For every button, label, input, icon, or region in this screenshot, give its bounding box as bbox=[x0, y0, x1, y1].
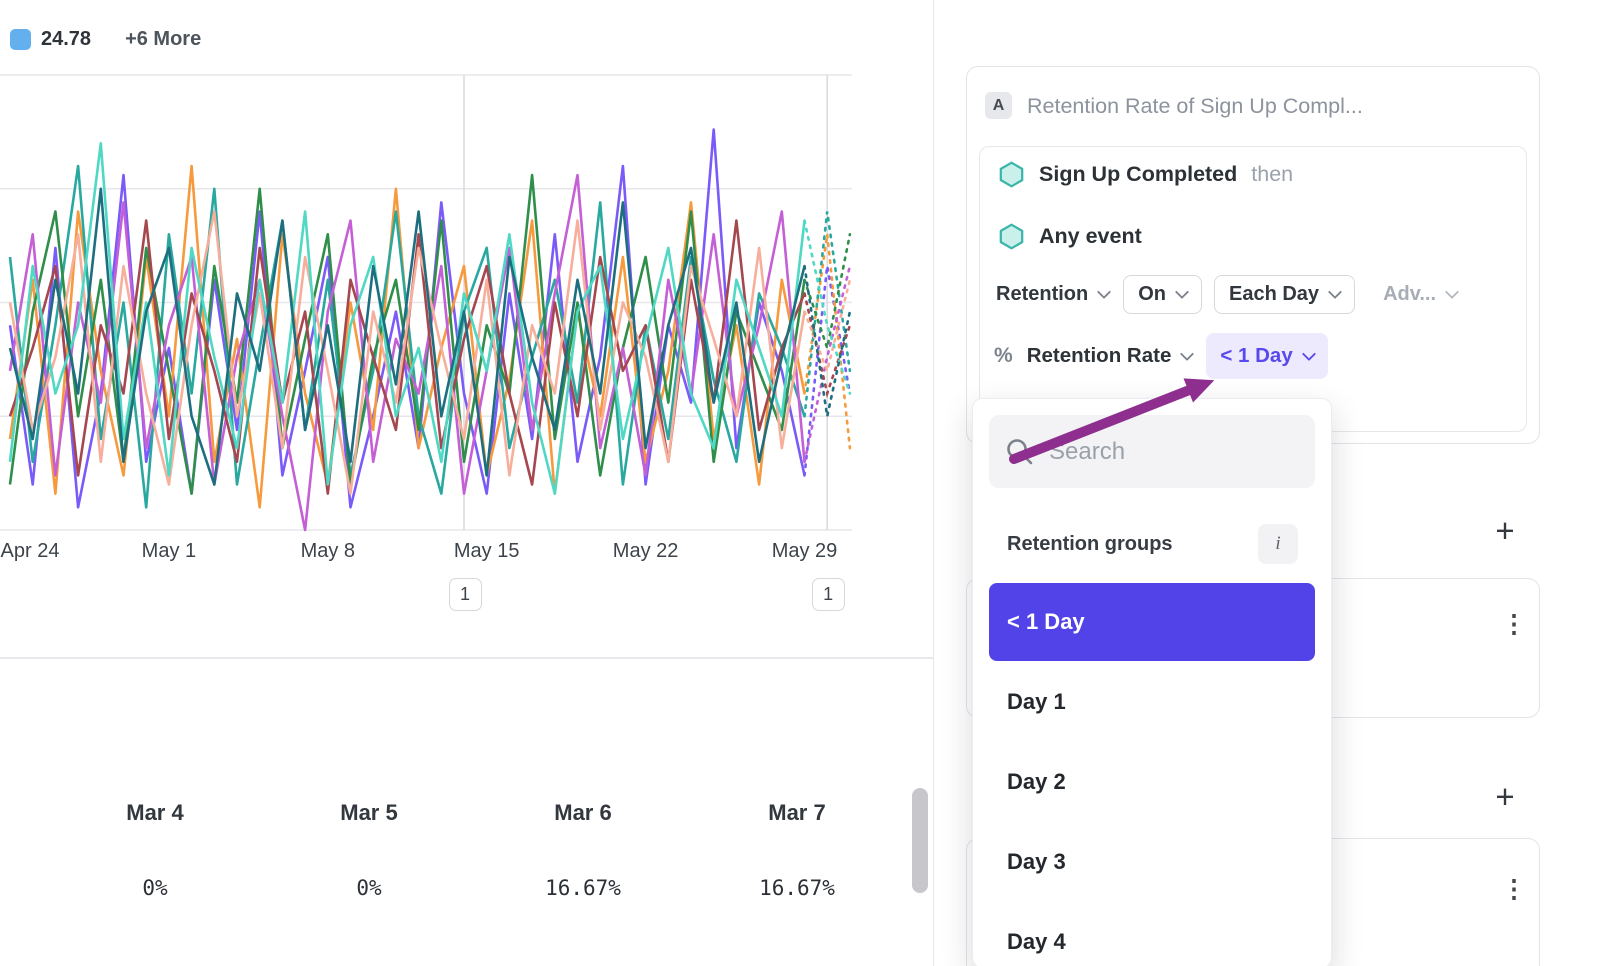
table-column: Mar 5 0% bbox=[262, 800, 476, 900]
retention-chart bbox=[0, 74, 852, 532]
retention-groups-label: Retention groups bbox=[1007, 532, 1173, 555]
retention-table: Mar 4 0% Mar 5 0% Mar 6 16.67% Mar 7 16.67% bbox=[48, 800, 904, 900]
dropdown-label: Retention Rate bbox=[1026, 344, 1172, 367]
event-hexagon-icon bbox=[999, 161, 1024, 188]
metric-dropdown[interactable]: Retention Rate bbox=[1026, 344, 1195, 368]
event-name[interactable]: Sign Up Completed bbox=[1039, 162, 1238, 186]
metric-title: Retention Rate of Sign Up Compl... bbox=[1027, 94, 1363, 118]
chart-line-projected bbox=[803, 264, 852, 417]
return-event-row[interactable]: Any event bbox=[998, 223, 1142, 250]
add-card-button[interactable]: + bbox=[1488, 513, 1522, 547]
x-tick-label: May 22 bbox=[612, 540, 679, 562]
chart-line-projected bbox=[803, 264, 852, 464]
table-header: Mar 6 bbox=[554, 800, 612, 825]
dropdown-label: < 1 Day bbox=[1220, 344, 1293, 367]
chevron-down-icon bbox=[1327, 284, 1343, 300]
on-dropdown[interactable]: On bbox=[1123, 275, 1202, 314]
chevron-down-icon bbox=[1097, 284, 1112, 300]
retention-type-dropdown[interactable]: Retention bbox=[994, 276, 1112, 313]
event-hexagon-icon bbox=[999, 223, 1024, 250]
table-column: Mar 4 0% bbox=[48, 800, 262, 900]
x-tick-label: Apr 24 bbox=[0, 540, 60, 562]
chevron-down-icon bbox=[1301, 346, 1316, 361]
chevron-down-icon bbox=[1174, 284, 1190, 300]
dropdown-item-day-1[interactable]: Day 1 bbox=[1007, 689, 1066, 714]
chevron-down-icon bbox=[1180, 346, 1195, 361]
x-tick-label: May 15 bbox=[453, 540, 520, 562]
chart-line bbox=[8, 173, 806, 532]
dropdown-item-1-day[interactable]: < 1 Day bbox=[989, 583, 1315, 661]
card-menu-button-2[interactable]: ⋮ bbox=[1499, 874, 1529, 904]
x-tick-label: May 8 bbox=[300, 540, 356, 562]
search-input[interactable] bbox=[1047, 436, 1299, 467]
table-value: 0% bbox=[356, 876, 382, 900]
chart-line-projected bbox=[803, 219, 852, 395]
legend-swatch[interactable] bbox=[10, 29, 31, 50]
metric-row: % Retention Rate < 1 Day bbox=[994, 333, 1328, 379]
dropdown-label: Each Day bbox=[1229, 283, 1320, 305]
retention-group-dropdown: Retention groups i < 1 Day Day 1 Day 2 Day … bbox=[972, 398, 1332, 966]
x-axis-ticks: Apr 24 May 1 May 8 May 15 May 22 May 29 bbox=[0, 540, 933, 568]
first-event-row[interactable]: Sign Up Completed then bbox=[998, 161, 1293, 188]
search-icon bbox=[1007, 438, 1033, 464]
chart-line bbox=[8, 142, 806, 495]
dropdown-label: Retention bbox=[996, 283, 1089, 305]
chevron-down-icon bbox=[1444, 284, 1460, 300]
return-event-name[interactable]: Any event bbox=[1039, 224, 1142, 248]
table-value: 16.67% bbox=[759, 876, 835, 900]
table-column: Mar 7 16.67% bbox=[690, 800, 904, 900]
legend-series-label[interactable]: 24.78 bbox=[41, 28, 92, 50]
table-header: Mar 5 bbox=[340, 800, 398, 825]
dropdown-item-day-3[interactable]: Day 3 bbox=[1007, 849, 1066, 874]
dropdown-item-day-2[interactable]: Day 2 bbox=[1007, 769, 1066, 794]
event-then-label: then bbox=[1251, 162, 1294, 186]
table-value: 0% bbox=[142, 876, 168, 900]
chart-line bbox=[8, 173, 806, 495]
chart-line-projected bbox=[803, 292, 852, 399]
table-header: Mar 7 bbox=[768, 800, 826, 825]
x-tick-label: May 1 bbox=[141, 540, 197, 562]
chart-annotation-badge[interactable]: 1 bbox=[448, 578, 482, 611]
retention-window-dropdown[interactable]: < 1 Day bbox=[1206, 333, 1328, 379]
section-divider bbox=[0, 657, 933, 659]
x-tick-label: May 29 bbox=[771, 540, 838, 562]
retention-options-row: Retention On Each Day Adv... bbox=[994, 275, 1460, 314]
card-menu-button[interactable]: ⋮ bbox=[1499, 609, 1529, 639]
vertical-scrollbar[interactable] bbox=[912, 788, 928, 893]
table-column: Mar 6 16.67% bbox=[476, 800, 690, 900]
dropdown-item-day-4[interactable]: Day 4 bbox=[1007, 929, 1066, 954]
table-value: 16.67% bbox=[545, 876, 621, 900]
chart-annotation-badge[interactable]: 1 bbox=[811, 578, 845, 611]
dropdown-label: On bbox=[1138, 283, 1166, 305]
metric-card: A Retention Rate of Sign Up Compl... Sig… bbox=[966, 66, 1540, 444]
search-box[interactable] bbox=[989, 415, 1315, 488]
chart-line bbox=[8, 187, 806, 486]
advanced-dropdown[interactable]: Adv... bbox=[1381, 276, 1460, 313]
retention-groups-list: < 1 Day Day 1 Day 2 Day 3 Day 4 bbox=[973, 583, 1331, 966]
table-header: Mar 4 bbox=[126, 800, 184, 825]
percent-icon: % bbox=[994, 344, 1013, 367]
event-definition: Sign Up Completed then Any event Retenti… bbox=[979, 146, 1527, 432]
dropdown-label: Adv... bbox=[1383, 283, 1437, 305]
interval-dropdown[interactable]: Each Day bbox=[1214, 275, 1356, 314]
metric-badge: A bbox=[985, 92, 1012, 119]
chart-line bbox=[8, 210, 806, 495]
group-header-row: Retention groups i bbox=[1007, 523, 1298, 565]
chart-line bbox=[8, 164, 806, 509]
legend-more-label[interactable]: +6 More bbox=[125, 28, 202, 50]
add-card-button-2[interactable]: + bbox=[1488, 779, 1522, 813]
info-icon[interactable]: i bbox=[1258, 524, 1298, 564]
chart-legend: 24.78 +6 More bbox=[10, 28, 201, 51]
chart-line-projected bbox=[803, 211, 852, 418]
